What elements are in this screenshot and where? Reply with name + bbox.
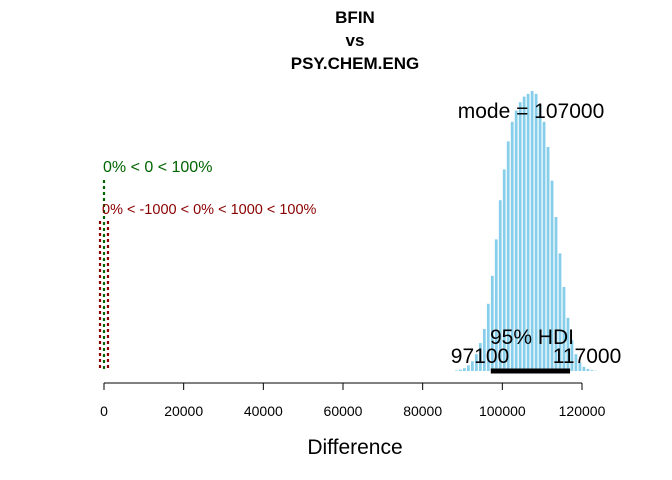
hdi-high-label: 117000 bbox=[553, 345, 622, 368]
histogram-bar bbox=[514, 110, 518, 371]
histogram-bar bbox=[546, 147, 550, 371]
histogram-bar bbox=[506, 141, 510, 371]
histogram-bar bbox=[586, 369, 590, 371]
histogram-bar bbox=[522, 96, 526, 371]
title-line-0: BFIN bbox=[335, 8, 375, 27]
histogram-bar bbox=[542, 121, 546, 371]
x-tick-label: 60000 bbox=[324, 403, 363, 419]
histogram-bar bbox=[550, 180, 554, 371]
chart-title: BFIN vs PSY.CHEM.ENG bbox=[291, 8, 419, 73]
annotations: mode = 107000 0% < 0 < 100% 0% < -1000 < 0… bbox=[102, 100, 621, 368]
histogram-bar bbox=[486, 303, 490, 371]
histogram-bar bbox=[482, 329, 486, 371]
title-line-2: PSY.CHEM.ENG bbox=[291, 54, 419, 73]
histogram-bar bbox=[459, 369, 462, 371]
x-tick-label: 80000 bbox=[403, 403, 442, 419]
histogram-bar bbox=[470, 361, 474, 371]
histogram-bar bbox=[530, 91, 534, 371]
histogram-bar bbox=[490, 275, 494, 371]
histogram-bar bbox=[478, 343, 482, 371]
histogram-bars bbox=[455, 91, 598, 372]
histogram-bar bbox=[498, 200, 502, 371]
histogram-bar bbox=[554, 217, 558, 371]
histogram-bar bbox=[558, 253, 562, 371]
histogram-bar bbox=[578, 362, 582, 371]
histogram-bar bbox=[570, 340, 574, 371]
histogram-bar bbox=[463, 368, 466, 371]
histogram-bar bbox=[566, 317, 570, 371]
histogram-bar bbox=[518, 102, 522, 371]
histogram-bar bbox=[474, 354, 478, 371]
histogram-bar bbox=[510, 121, 514, 371]
histogram-bar bbox=[574, 354, 578, 371]
title-line-1: vs bbox=[346, 31, 365, 50]
reference-lines bbox=[98, 180, 571, 374]
histogram-bar bbox=[494, 239, 498, 371]
hdi-low-label: 97100 bbox=[451, 345, 509, 368]
histogram-bar bbox=[455, 370, 458, 371]
x-tick-label: 0 bbox=[100, 403, 108, 419]
histogram-bar bbox=[582, 366, 586, 371]
histogram-bar bbox=[590, 370, 594, 371]
histogram-bar bbox=[526, 93, 530, 372]
histogram-bar bbox=[562, 287, 566, 371]
histogram-bar bbox=[502, 169, 506, 371]
x-axis-label: Difference bbox=[307, 436, 402, 459]
x-axis: 0 20000 40000 60000 80000 100000 120000 Differe… bbox=[100, 382, 606, 459]
comparison-label: 0% < 0 < 100% bbox=[103, 159, 212, 176]
rope-label: 0% < -1000 < 0% < 1000 < 100% bbox=[102, 202, 317, 218]
x-tick-label: 100000 bbox=[479, 403, 526, 419]
histogram-bar bbox=[538, 105, 542, 371]
hdi-label: 95% HDI bbox=[490, 326, 574, 349]
histogram-bar bbox=[534, 93, 538, 372]
histogram-bar bbox=[466, 365, 470, 371]
mode-label: mode = 107000 bbox=[458, 100, 605, 123]
x-tick-label: 20000 bbox=[164, 403, 203, 419]
x-tick-label: 40000 bbox=[244, 403, 283, 419]
x-tick-label: 120000 bbox=[559, 403, 606, 419]
